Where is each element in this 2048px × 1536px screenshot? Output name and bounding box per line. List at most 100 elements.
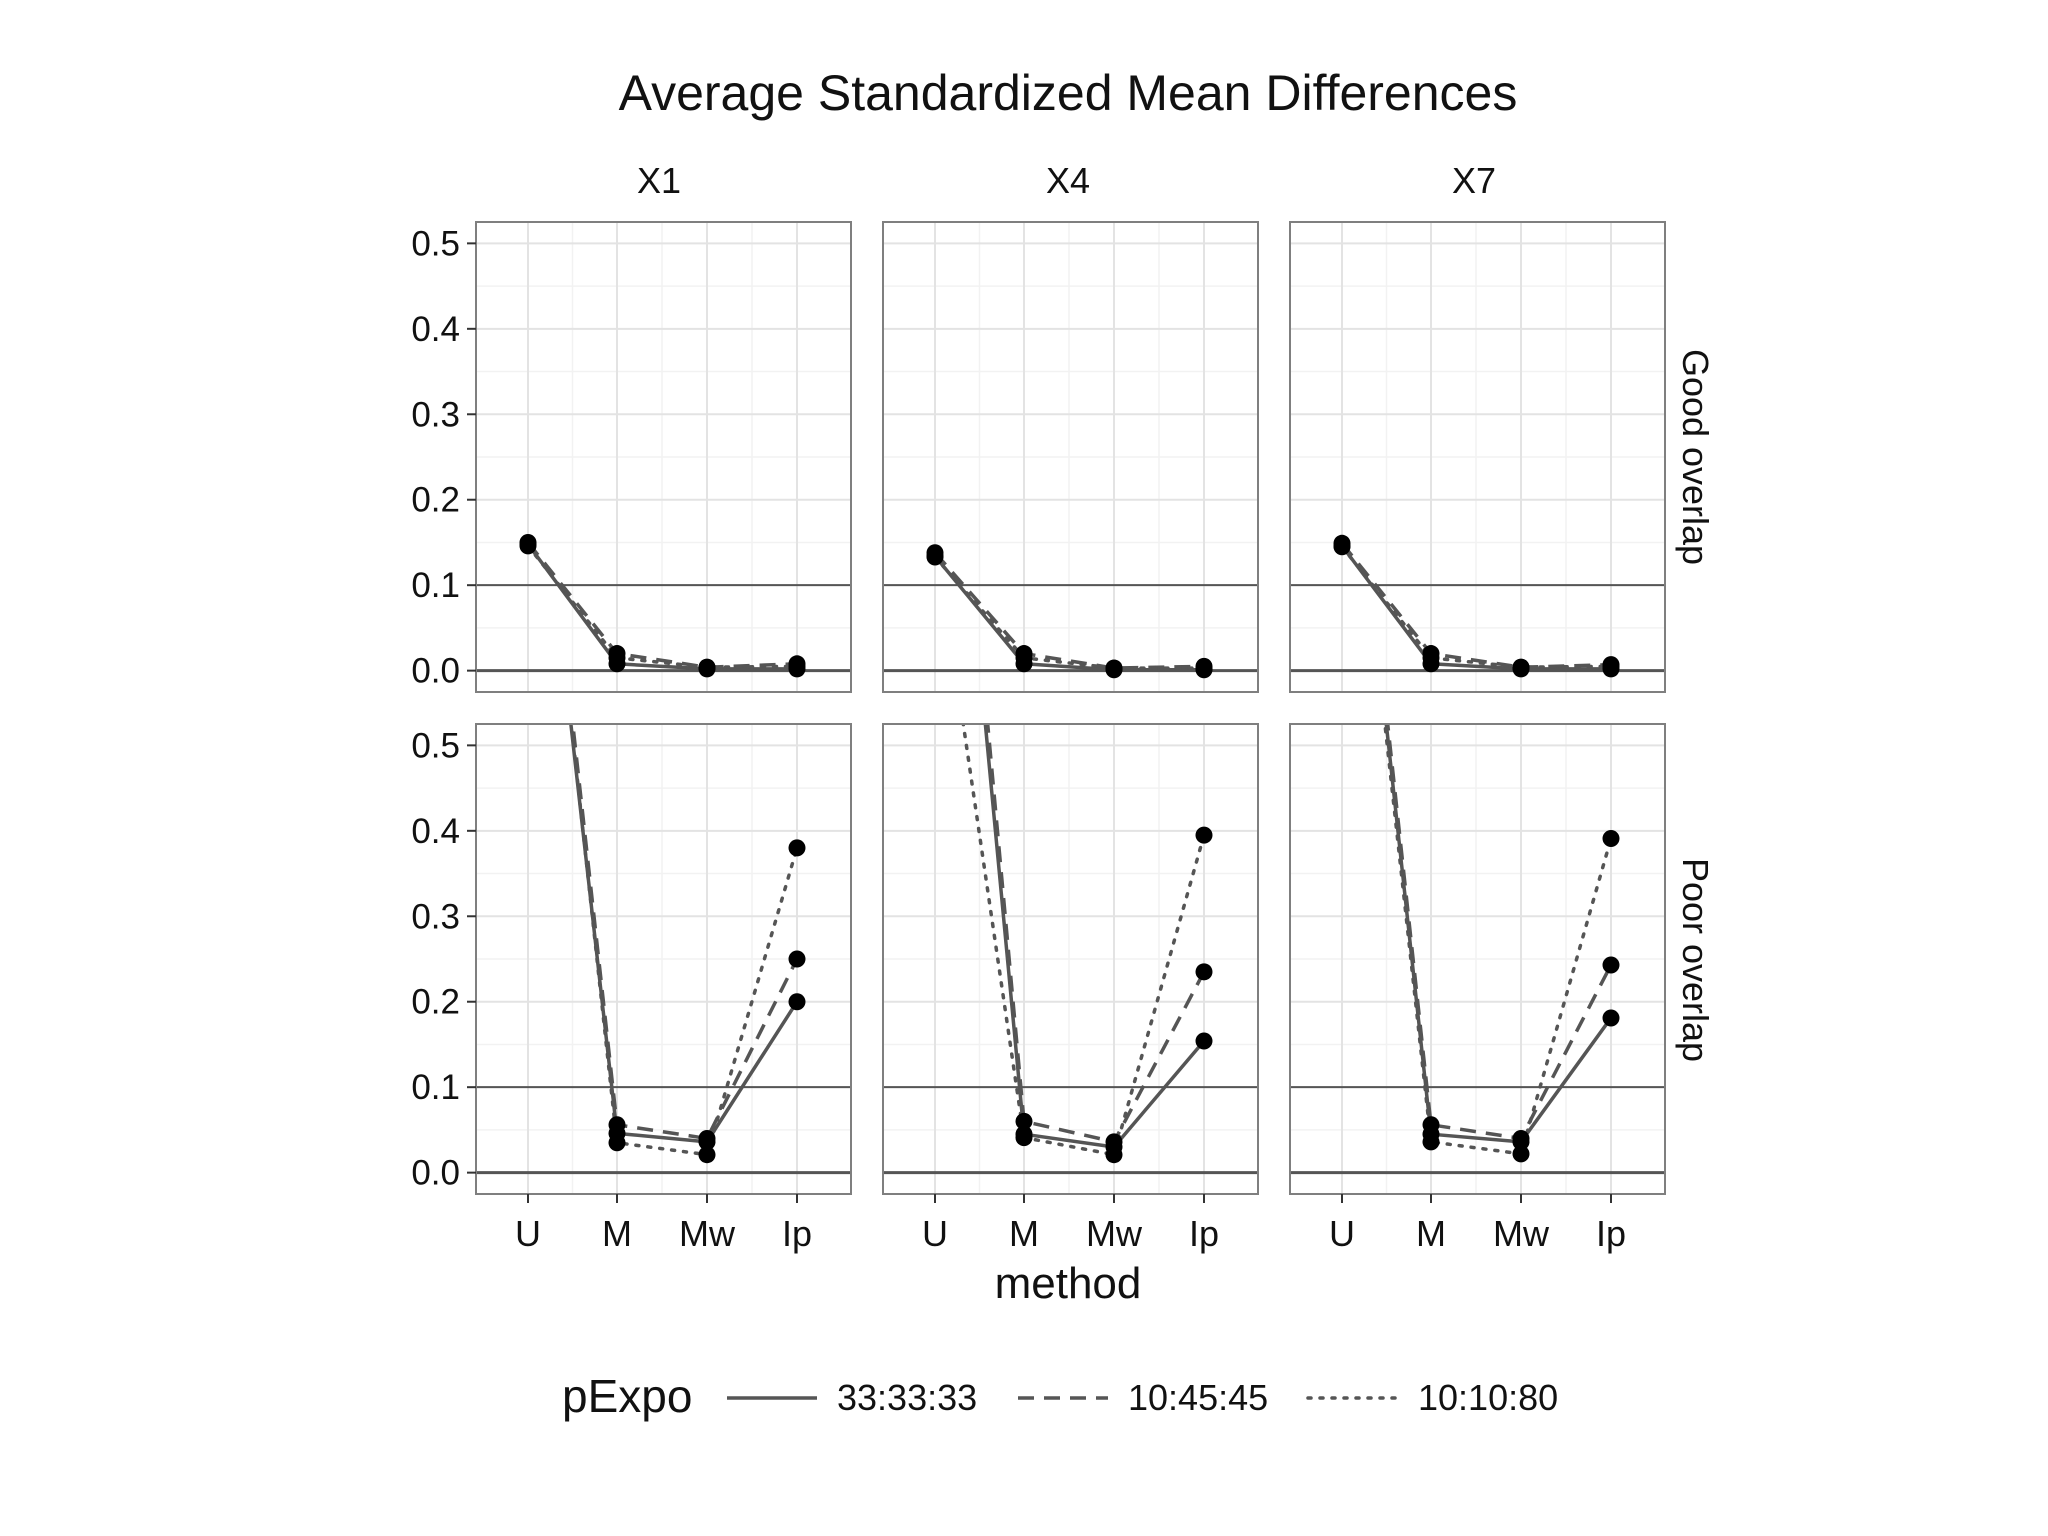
panel-plot-area [926, 544, 1213, 679]
panels-layer [475, 221, 1666, 1195]
legend-label-10-10-80: 10:10:80 [1418, 1377, 1558, 1418]
panel-good-overlap-x7 [1289, 221, 1666, 693]
data-point-10-10-80-u [1333, 538, 1351, 556]
data-point-10-10-80-ip [1195, 659, 1213, 677]
x-tick-label-ip: Ip [1189, 1213, 1219, 1254]
y-tick-label: 0.2 [411, 481, 460, 520]
x-tick-label-u: U [515, 1213, 541, 1254]
data-point-10-10-80-ip [788, 839, 806, 857]
data-point-10-10-80-mw [1105, 1146, 1123, 1164]
data-point-10-10-80-m [1422, 1133, 1440, 1151]
series-line-10-10-80 [569, 724, 799, 1157]
x-tick-label-mw: Mw [1493, 1213, 1550, 1254]
series-line-10-10-80 [1383, 724, 1613, 1156]
y-tick-label: 0.5 [411, 726, 460, 765]
data-point-10-10-80-mw [698, 658, 716, 676]
panel-plot-area [1333, 534, 1620, 678]
column-label-x1: X1 [637, 160, 681, 201]
data-point-10-10-80-mw [1512, 1145, 1530, 1163]
panel-good-overlap-x4 [882, 221, 1259, 693]
data-point-10-10-80-m [1422, 649, 1440, 667]
x-tick-label-mw: Mw [1086, 1213, 1143, 1254]
panel-good-overlap-x1 [475, 221, 852, 693]
series-line-10-10-80 [1340, 544, 1613, 669]
legend-label-10-45-45: 10:45:45 [1128, 1377, 1268, 1418]
y-axis-layer: 0.0 0.1 0.2 0.3 0.4 0.5 0.0 0.1 0.2 0.3 0.4 0.5 [411, 224, 476, 1193]
y-tick-label: 0.0 [411, 1154, 460, 1193]
series-line-10-10-80 [933, 555, 1206, 670]
x-tick-label-ip: Ip [1596, 1213, 1626, 1254]
data-point-10-10-80-ip [788, 657, 806, 675]
series-line-10-45-45 [571, 724, 799, 1141]
panel-plot-area [1383, 724, 1620, 1163]
data-point-10-45-45-ip [1195, 963, 1213, 981]
y-tick-label: 0.2 [411, 983, 460, 1022]
x-tick-label-mw: Mw [679, 1213, 736, 1254]
y-tick-label: 0.3 [411, 395, 460, 434]
y-tick-label: 0.0 [411, 652, 460, 691]
data-point-10-10-80-m [608, 649, 626, 667]
data-point-10-45-45-mw [1512, 1129, 1530, 1147]
x-tick-label-m: M [1009, 1213, 1039, 1254]
data-point-10-45-45-m [1422, 1116, 1440, 1134]
row-label-poor-overlap: Poor overlap [1675, 858, 1716, 1062]
x-tick-label-u: U [922, 1213, 948, 1254]
column-label-x7: X7 [1452, 160, 1496, 201]
x-axis-title: method [995, 1259, 1142, 1308]
panel-plot-area [961, 724, 1213, 1164]
y-tick-label: 0.1 [411, 566, 460, 605]
data-point-10-10-80-mw [698, 1146, 716, 1164]
y-tick-label: 0.1 [411, 1068, 460, 1107]
data-point-10-10-80-u [926, 548, 944, 566]
x-tick-label-ip: Ip [782, 1213, 812, 1254]
panel-poor-overlap-x4 [882, 723, 1259, 1195]
panel-poor-overlap-x1 [475, 723, 852, 1195]
data-point-10-45-45-ip [1602, 956, 1620, 974]
data-point-10-45-45-mw [1105, 1133, 1123, 1151]
panel-border [475, 221, 852, 693]
data-point-10-10-80-u [519, 537, 537, 555]
x-tick-label-m: M [1416, 1213, 1446, 1254]
series-line-33-33-33 [569, 724, 799, 1144]
data-point-10-45-45-mw [698, 1129, 716, 1147]
y-tick-label: 0.4 [411, 812, 460, 851]
panel-border [475, 723, 852, 1195]
data-point-10-10-80-ip [1195, 826, 1213, 844]
panel-border [1289, 723, 1666, 1195]
series-line-33-33-33 [983, 724, 1206, 1149]
data-point-10-10-80-ip [1602, 657, 1620, 675]
panel-plot-area [569, 724, 806, 1164]
series-line-10-45-45 [933, 551, 1205, 670]
data-point-10-10-80-m [1015, 1129, 1033, 1147]
legend-label-33-33-33: 33:33:33 [837, 1377, 977, 1418]
data-point-10-45-45-m [608, 1116, 626, 1134]
data-point-33-33-33-ip [1602, 1009, 1620, 1027]
y-tick-label: 0.5 [411, 224, 460, 263]
data-point-10-10-80-mw [1105, 659, 1123, 677]
data-point-10-10-80-mw [1512, 658, 1530, 676]
y-tick-label: 0.3 [411, 897, 460, 936]
series-line-10-45-45 [526, 541, 798, 669]
data-point-10-10-80-m [608, 1134, 626, 1152]
panel-plot-area [519, 533, 806, 678]
x-tick-label-m: M [602, 1213, 632, 1254]
x-axis-layer: U M Mw Ip U M Mw Ip U M Mw Ip [515, 1194, 1626, 1254]
y-tick-label: 0.4 [411, 310, 460, 349]
series-line-10-45-45 [1340, 542, 1612, 669]
chart-title: Average Standardized Mean Differences [619, 65, 1518, 121]
x-tick-label-u: U [1329, 1213, 1355, 1254]
series-line-10-45-45 [985, 724, 1206, 1144]
row-label-good-overlap: Good overlap [1675, 349, 1716, 565]
panel-poor-overlap-x7 [1289, 723, 1666, 1195]
panel-border [1289, 221, 1666, 693]
series-line-10-45-45 [1385, 724, 1613, 1141]
legend-title: pExpo [562, 1370, 692, 1422]
series-line-10-10-80 [526, 544, 799, 669]
data-point-33-33-33-ip [788, 993, 806, 1011]
data-point-10-45-45-ip [788, 950, 806, 968]
column-label-x4: X4 [1046, 160, 1090, 201]
data-point-10-45-45-m [1015, 1112, 1033, 1130]
series-line-33-33-33 [933, 555, 1204, 672]
data-point-10-10-80-ip [1602, 830, 1620, 848]
panel-border [882, 221, 1259, 693]
